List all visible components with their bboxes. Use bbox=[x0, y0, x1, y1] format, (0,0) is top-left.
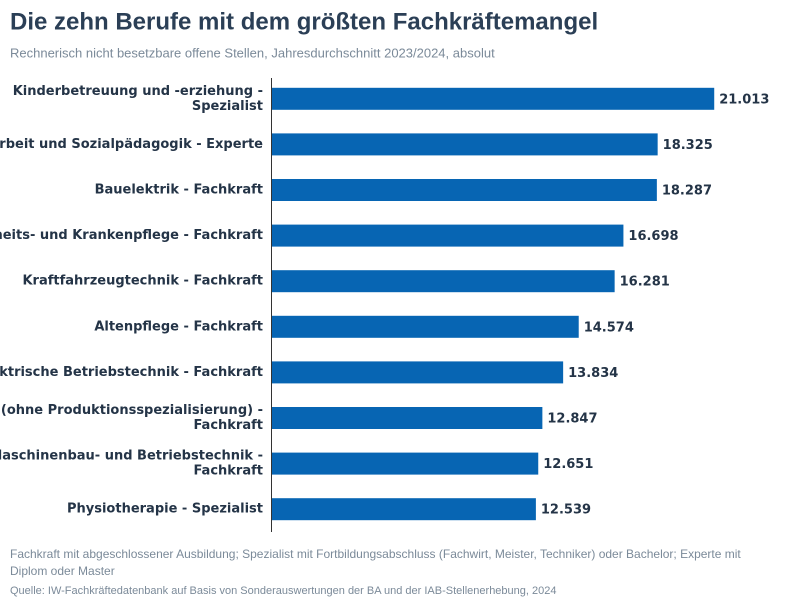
y-tick-label: ktrische Betriebstechnik - Fachkraft bbox=[0, 365, 263, 380]
y-tick-label: laschinenbau- und Betriebstechnik - bbox=[0, 449, 263, 464]
y-tick-label: heits- und Krankenpflege - Fachkraft bbox=[0, 228, 263, 243]
y-tick-label: Physiotherapie - Spezialist bbox=[67, 502, 263, 517]
data-label: 12.651 bbox=[543, 457, 593, 472]
bar bbox=[272, 452, 539, 475]
source: Quelle: IW-Fachkräftedatenbank auf Basis… bbox=[10, 585, 556, 597]
data-label: 21.013 bbox=[719, 92, 769, 107]
data-label: 16.281 bbox=[620, 275, 670, 290]
y-tick-label: Kinderbetreuung und -erziehung - bbox=[13, 84, 263, 99]
data-label: 18.325 bbox=[663, 138, 713, 153]
y-tick-label: Altenpflege - Fachkraft bbox=[94, 319, 263, 334]
bar bbox=[272, 179, 657, 201]
bar bbox=[272, 270, 615, 293]
note: Diplom oder Master bbox=[10, 564, 115, 578]
bar bbox=[272, 133, 658, 156]
chart-subtitle: Rechnerisch nicht besetzbare offene Stel… bbox=[10, 45, 495, 60]
data-label: 12.847 bbox=[547, 412, 597, 427]
note: Fachkraft mit abgeschlossener Ausbildung… bbox=[10, 547, 741, 561]
y-tick-label: Kraftfahrzeugtechnik - Fachkraft bbox=[22, 274, 263, 289]
bar bbox=[272, 407, 543, 429]
data-label: 16.698 bbox=[628, 229, 678, 244]
y-tick-label: (ohne Produktionsspezialisierung) - bbox=[1, 403, 263, 418]
bar bbox=[272, 87, 715, 110]
y-tick-label: Fachkraft bbox=[193, 418, 263, 433]
chart-title: Die zehn Berufe mit dem größten Fachkräf… bbox=[10, 8, 598, 35]
data-label: 12.539 bbox=[541, 503, 591, 518]
y-tick-label: Bauelektrik - Fachkraft bbox=[95, 183, 263, 198]
bar bbox=[272, 315, 579, 338]
bar bbox=[272, 224, 624, 247]
y-tick-label: Fachkraft bbox=[193, 464, 263, 479]
bar bbox=[272, 361, 564, 384]
bar bbox=[272, 498, 536, 521]
data-label: 13.834 bbox=[568, 366, 618, 381]
data-label: 18.287 bbox=[662, 184, 712, 199]
y-tick-label: rbeit und Sozialpädagogik - Experte bbox=[0, 137, 263, 152]
data-label: 14.574 bbox=[584, 320, 634, 335]
y-tick-label: Spezialist bbox=[192, 99, 263, 114]
